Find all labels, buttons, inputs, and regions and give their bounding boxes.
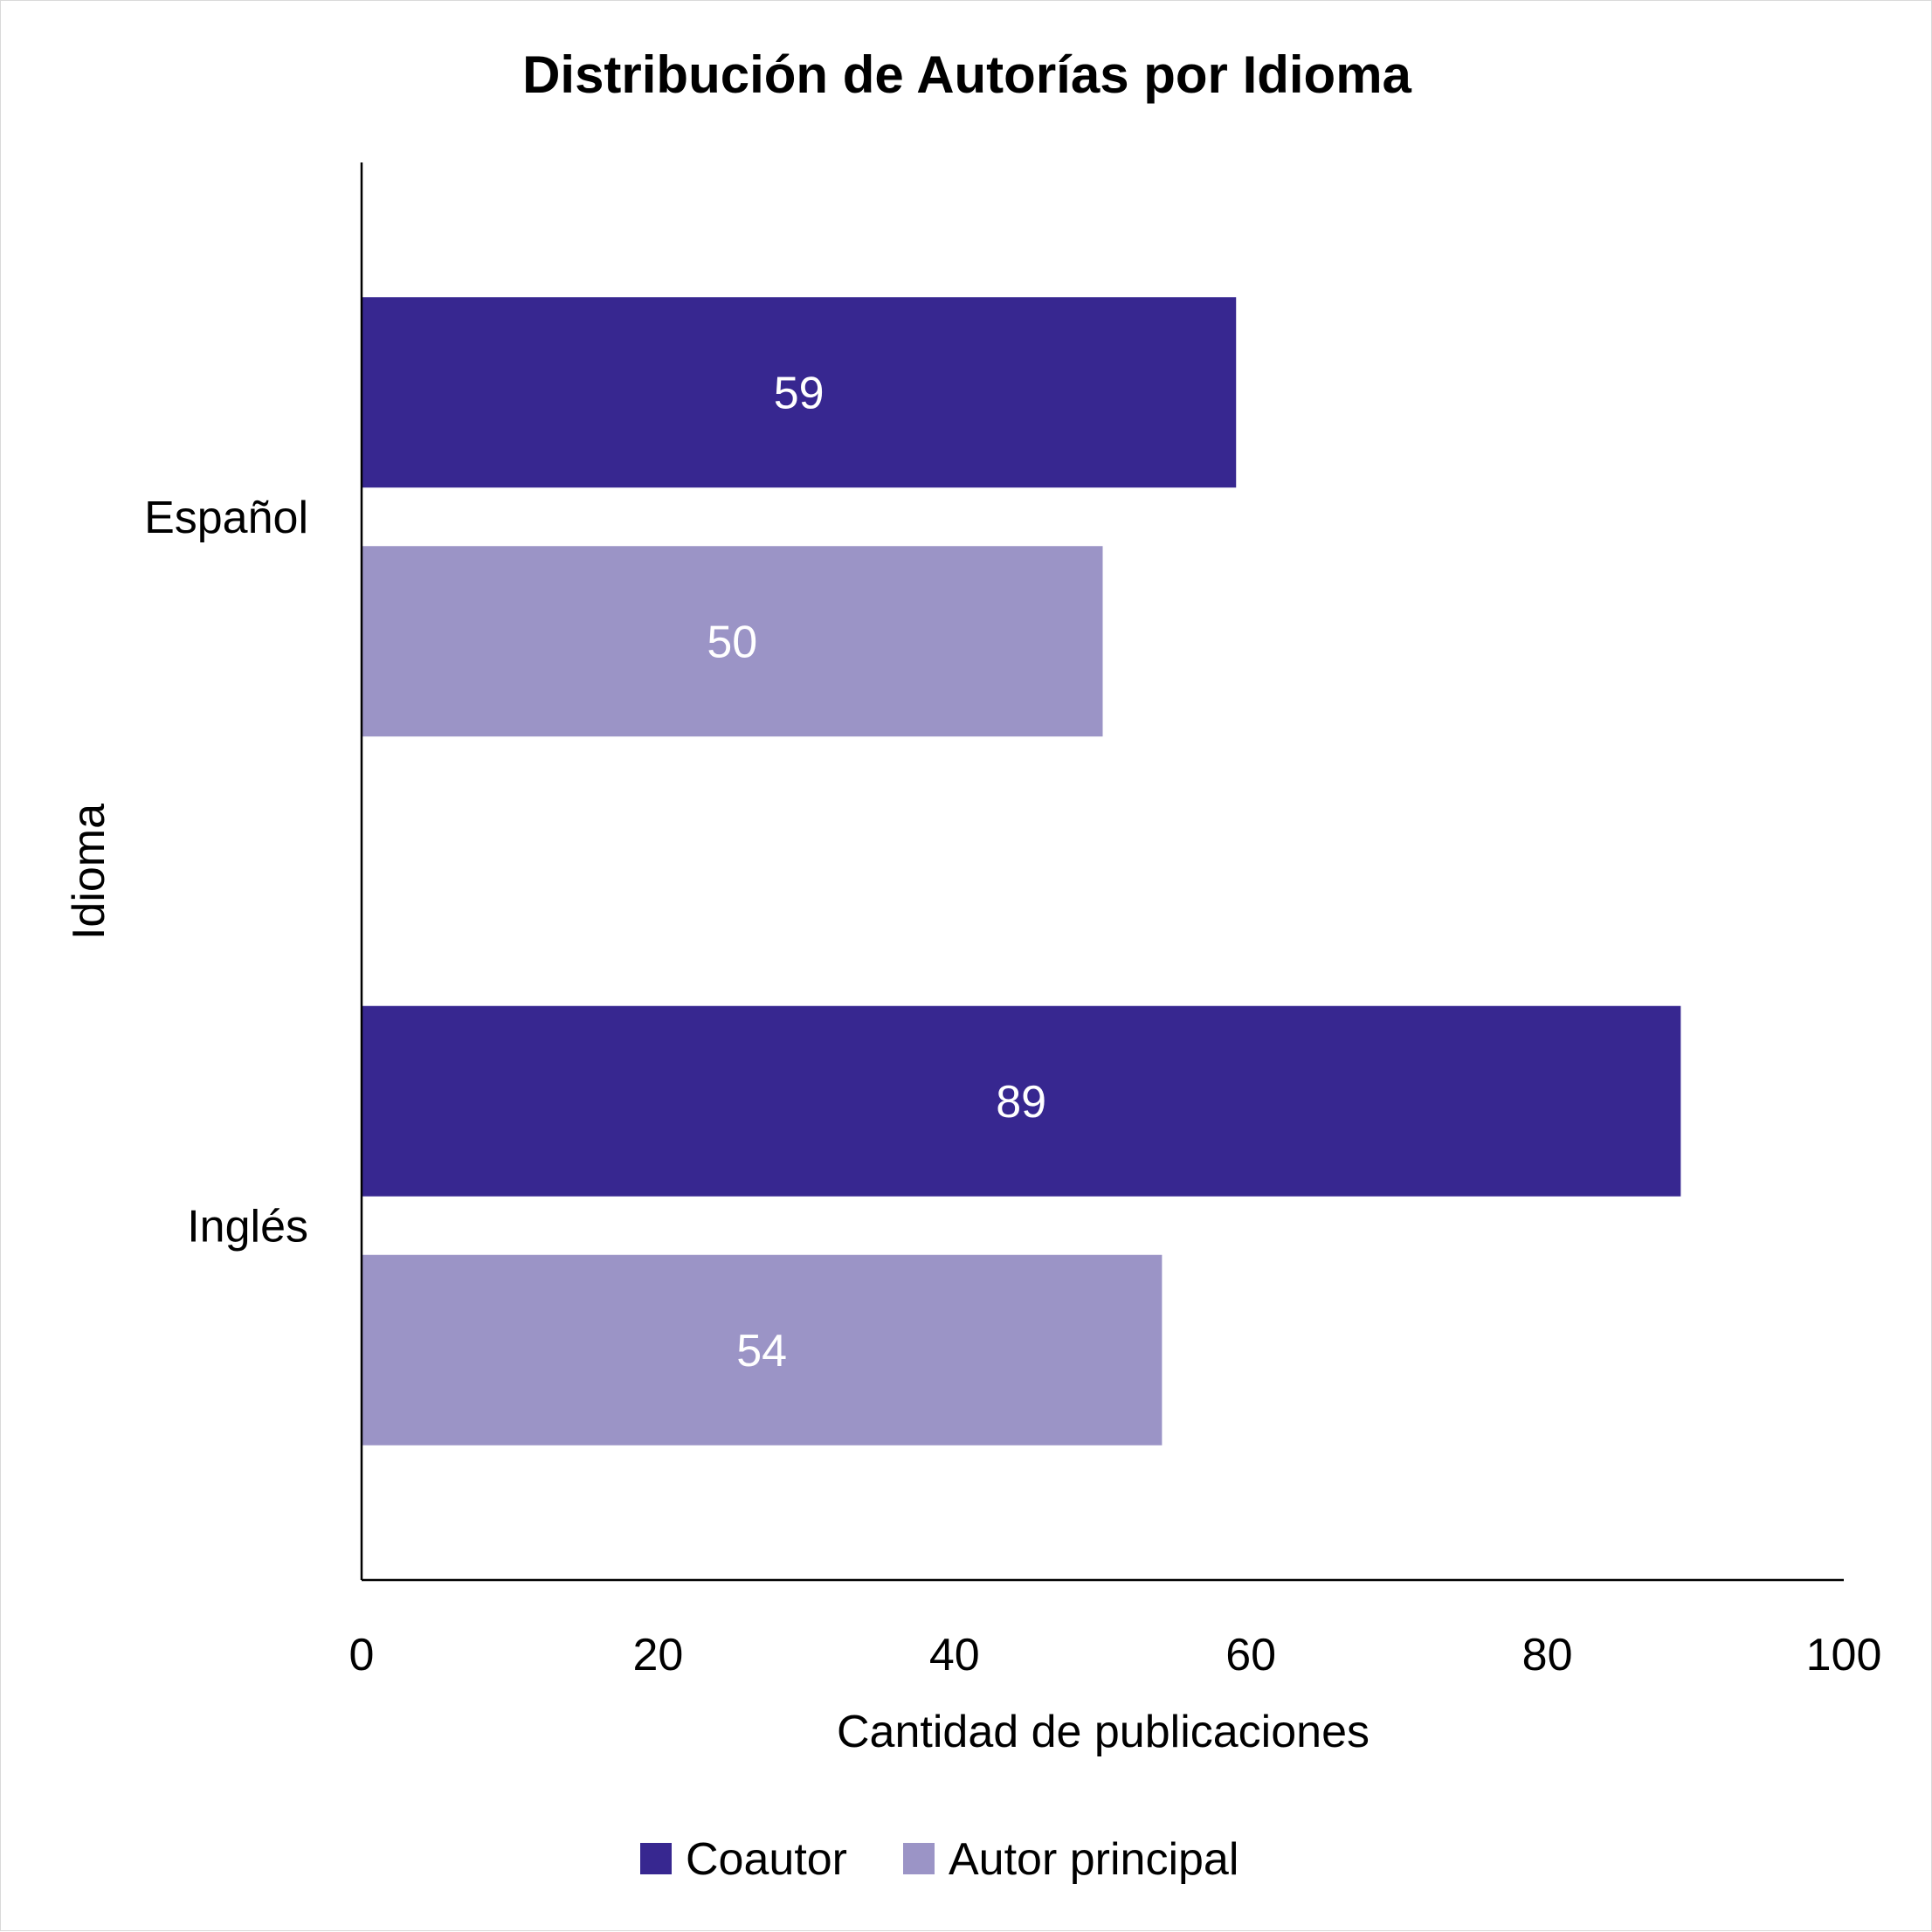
bar-autor-principal-1 (362, 1254, 1163, 1446)
bar-coautor-0 (362, 297, 1237, 488)
legend-label: Coautor (686, 1834, 847, 1885)
category-label: Inglés (187, 1201, 308, 1252)
bar-autor-principal-0 (362, 546, 1103, 737)
chart-title: Distribución de Autorías por Idioma (522, 45, 1411, 104)
x-tick-label: 0 (349, 1630, 375, 1680)
data-labels-layer: 59 50 89 54 (707, 368, 1046, 1377)
data-label: 50 (707, 617, 757, 667)
x-tick-label: 100 (1806, 1630, 1882, 1680)
data-label: 54 (736, 1326, 787, 1377)
x-tick-label: 60 (1225, 1630, 1276, 1680)
x-tick-labels: 0 20 40 60 80 100 (349, 1630, 1882, 1680)
data-label: 89 (996, 1077, 1046, 1128)
x-tick-label: 20 (632, 1630, 683, 1680)
legend: Coautor Autor principal (640, 1834, 1239, 1885)
x-tick-label: 80 (1522, 1630, 1573, 1680)
y-axis-title: Idioma (64, 804, 114, 940)
legend-label: Autor principal (949, 1834, 1239, 1885)
bar-coautor-1 (362, 1005, 1681, 1197)
x-axis-title: Cantidad de publicaciones (837, 1707, 1370, 1757)
bars-layer (362, 297, 1681, 1446)
data-label: 59 (774, 368, 825, 418)
legend-swatch (640, 1843, 672, 1874)
x-tick-label: 40 (929, 1630, 980, 1680)
category-labels: Español Inglés (144, 493, 308, 1252)
category-label: Español (144, 493, 308, 543)
legend-swatch (903, 1843, 935, 1874)
